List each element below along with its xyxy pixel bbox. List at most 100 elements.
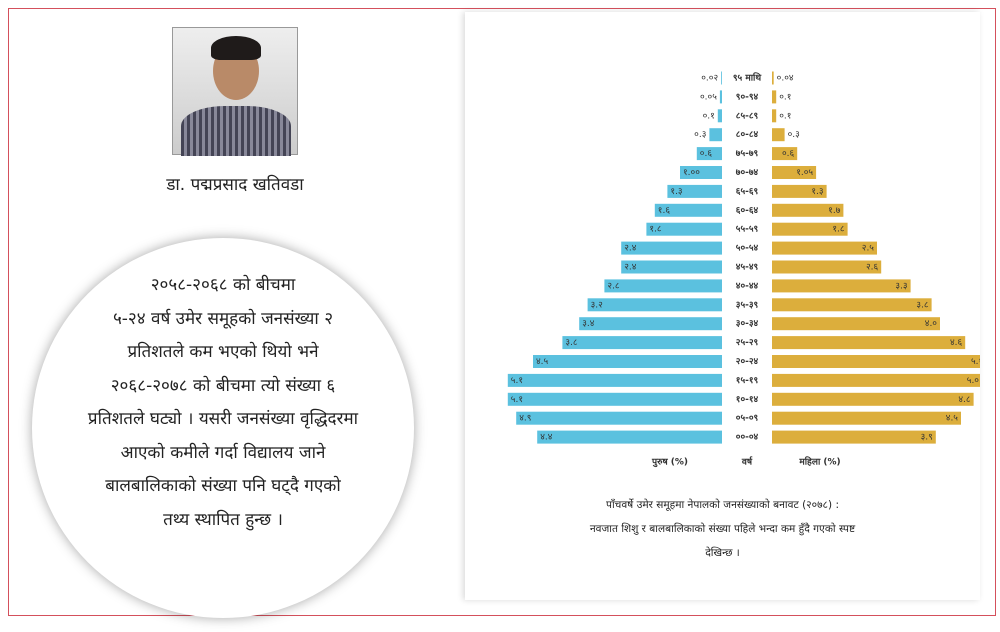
value-label: १.८ [649,225,662,235]
bar [772,128,785,142]
age-label: ६५-६९ [736,187,759,197]
value-label: ५.१ [971,357,980,367]
bar [772,184,827,198]
bar [507,392,722,406]
bar [772,336,966,350]
bar [772,241,877,255]
bar [772,222,848,236]
age-label: ७०-७४ [736,168,759,178]
bar [772,411,961,425]
chart-panel: ९५ माथि ०.०२ ०.०४ ९०-९४ ०.०५ ०.१ ८५-८९ ०.१ ०.१ ८०… [465,12,987,600]
value-label: ०.०२ [701,74,718,84]
bar [696,147,722,161]
bar [709,128,722,142]
value-label: १.३ [811,187,823,197]
age-label: ३५-३९ [736,300,759,310]
value-label: ०.६ [782,149,795,159]
bar [667,184,722,198]
age-label: २०-२४ [736,357,759,367]
bar [719,90,722,104]
frame [8,8,996,616]
age-label: २५-२९ [736,338,759,348]
value-label: १.३ [670,187,682,197]
value-label: १.०५ [796,168,813,178]
value-label: ०.०५ [700,92,717,102]
quote-line: प्रतिशतले कम भएको थियो भने [127,342,319,362]
age-label: ४५-४९ [736,263,759,273]
value-label: २.५ [862,244,875,254]
value-label: १.६ [658,206,671,216]
value-label: ५.१ [511,395,523,405]
bar [533,355,722,368]
age-label: ७५-७९ [736,149,759,159]
quote-line: बालबालिकाको संख्या पनि घट्दै गएको [105,476,341,496]
value-label: ०.१ [779,92,791,102]
age-label: ८५-८९ [736,111,759,121]
age-label: ८०-८४ [736,130,759,140]
value-label: २.४ [624,263,637,273]
value-label: ३.९ [921,433,933,443]
value-label: ४.४ [540,433,553,443]
value-label: ३.८ [916,300,929,310]
value-label: ०.६ [700,149,713,159]
quote-line: आएको कमीले गर्दा विद्यालय जाने [120,442,326,463]
value-label: ५.१ [511,376,523,386]
bar [772,90,777,104]
author-photo [172,27,298,156]
age-label: ९५ माथि [733,72,763,84]
bar [579,317,722,331]
value-label: ३.२ [591,300,604,310]
bar [587,298,722,312]
bar [772,166,817,179]
value-label: १.०० [683,168,700,178]
series-label: महिला (%) [798,456,840,468]
value-label: ०.३ [694,130,706,140]
value-label: ४.८ [958,395,971,405]
chart: ९५ माथि ०.०२ ०.०४ ९०-९४ ०.०५ ०.१ ८५-८९ ०.१ ०.१ ८०… [507,71,987,468]
quote-line: प्रतिशतले घट्यो । यसरी जनसंख्या वृद्धिदर… [87,409,359,429]
value-label: ३.८ [565,338,578,348]
bar [772,373,982,387]
value-label: २.४ [624,244,637,254]
quote-circle: २०५८-२०६८ को बीचमा ५-२४ वर्ष उमेर समूहको … [32,238,414,618]
value-label: ३.४ [582,319,595,329]
value-label: ३.३ [895,281,907,291]
value-label: ४.५ [536,357,549,367]
value-label: २.६ [866,263,879,273]
value-label: ०.३ [788,130,800,140]
bar [772,355,987,368]
bar [772,317,940,331]
bar [604,279,722,293]
age-label: ६०-६४ [736,206,759,216]
series-label: पुरुष (%) [651,458,688,468]
bar [516,411,722,425]
quote-line: २०५८-२०६८ को बीचमा [150,275,296,295]
age-label: १५-१९ [736,376,759,386]
bar [772,203,844,217]
bar [772,279,911,293]
value-label: २.८ [607,281,620,291]
age-label: ००-०४ [736,433,759,443]
value-label: ४.० [925,319,938,329]
bar [721,71,722,85]
bar [621,241,722,255]
value-label: ४.९ [519,414,531,424]
caption-line: नवजात शिशु र बालबालिकाको संख्या पहिले भन… [589,523,856,535]
value-label: ०.१ [779,111,791,121]
bar [772,147,798,161]
author-name: डा. पद्मप्रसाद खतिवडा [166,175,304,195]
bar [772,430,936,444]
quote-line: तथ्य स्थापित हुन्छ । [163,509,283,530]
quote-line: ५-२४ वर्ष उमेर समूहको जनसंख्या २ [112,308,334,329]
bar [680,166,722,179]
value-label: ०.१ [703,111,715,121]
caption-line: देखिन्छ । [705,547,740,559]
age-label: ९०-९४ [736,92,759,102]
bar [772,71,774,85]
bar [717,109,722,123]
bar [646,222,722,236]
bar [562,336,722,350]
age-label: ०५-०९ [736,414,759,424]
bar [654,203,722,217]
age-label: ५५-५९ [736,225,759,235]
